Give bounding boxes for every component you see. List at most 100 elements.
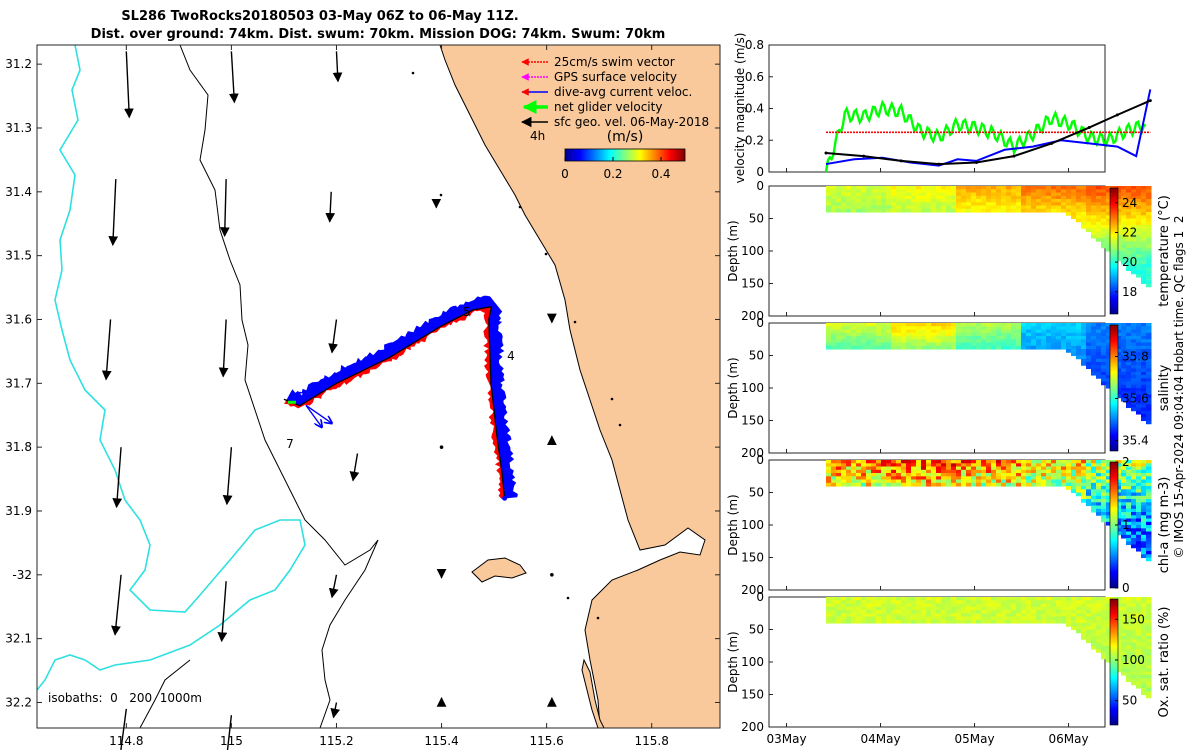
salinity-cell [1131, 323, 1137, 327]
temperature-cell [1001, 189, 1007, 194]
oxygen-cell [1036, 597, 1042, 601]
oxygen-cell [1116, 632, 1122, 637]
temperature-cell [911, 202, 917, 207]
temperature-cell [1101, 241, 1107, 246]
salinity-cell [851, 339, 857, 344]
oxygen-cell [856, 603, 862, 608]
salinity-cell [901, 336, 907, 340]
oxygen-ytick-label: 50 [749, 623, 764, 637]
chla-cell [896, 460, 902, 464]
salinity-cell [911, 323, 917, 327]
temperature-cell [1036, 186, 1042, 190]
temperature-cell [1091, 231, 1097, 236]
chla-cell [871, 460, 877, 464]
chla-cell [1141, 492, 1147, 497]
chla-cell [1141, 554, 1147, 559]
salinity-cell [996, 342, 1002, 347]
salinity-cell [1131, 371, 1137, 376]
temperature-cell [891, 189, 897, 194]
oxygen-cell [1026, 610, 1032, 614]
oxygen-cell [1066, 600, 1072, 605]
oxygen-cell [846, 600, 852, 605]
oxygen-cell [846, 613, 852, 618]
oxygen-cell [1101, 619, 1107, 624]
salinity-cell [1131, 329, 1137, 334]
chla-cell [996, 463, 1002, 468]
temperature-cell [1146, 189, 1152, 194]
oxygen-cell [1066, 616, 1072, 621]
salinity-cell [961, 323, 967, 327]
oxygen-cell [1101, 642, 1107, 647]
chla-cell [1026, 473, 1032, 477]
chla-cell [1066, 479, 1072, 484]
salinity-cell [996, 326, 1002, 331]
chla-cell [836, 479, 842, 484]
chla-cell [921, 479, 927, 484]
chla-cell [1056, 466, 1062, 471]
temperature-cell [1146, 215, 1152, 220]
salinity-cell [1026, 332, 1032, 337]
chla-cell [841, 466, 847, 471]
oxygen-cell [966, 606, 972, 611]
temperature-cell [1141, 247, 1147, 252]
temperature-cell [1001, 195, 1007, 200]
oxygen-cell [1126, 642, 1132, 647]
oxygen-cell [911, 613, 917, 618]
salinity-cell [951, 329, 957, 334]
salinity-cell [1126, 365, 1132, 370]
oxygen-cell [851, 613, 857, 618]
temperature-cell [1106, 186, 1112, 190]
salinity-cell [1101, 381, 1107, 386]
temperature-cell [971, 189, 977, 194]
oxygen-cell [866, 610, 872, 614]
temperature-cell [1066, 208, 1072, 213]
temperature-cell [1001, 202, 1007, 207]
temperature-cell [976, 208, 982, 213]
salinity-cell [1071, 329, 1077, 334]
salinity-cell [851, 323, 857, 327]
oxygen-cell [1106, 606, 1112, 611]
oxygen-cell [901, 603, 907, 608]
chla-cell [951, 482, 957, 487]
oxygen-cell [906, 616, 912, 621]
salinity-cell [1136, 391, 1142, 396]
chla-cell [1106, 508, 1112, 513]
temperature-cell [1091, 192, 1097, 197]
oxygen-cell [976, 616, 982, 621]
salinity-cell [1096, 339, 1102, 344]
geo-vector [120, 708, 128, 750]
temperature-cell [1141, 195, 1147, 200]
chla-cell [1091, 492, 1097, 497]
oxygen-cell [1021, 619, 1027, 624]
oxygen-cell [971, 616, 977, 621]
temperature-cell [1116, 238, 1122, 242]
oxygen-cell [1026, 616, 1032, 621]
chla-cell [1016, 460, 1022, 464]
temperature-cell [981, 189, 987, 194]
salinity-cell [1141, 381, 1147, 386]
oxygen-cell [1146, 603, 1152, 608]
salinity-cell [1041, 345, 1047, 350]
temperature-cell [911, 199, 917, 203]
oxygen-cell [881, 600, 887, 605]
map-xtick-label: 115.4 [424, 734, 458, 748]
oxygen-cell [1076, 623, 1082, 627]
temperature-cell [1011, 202, 1017, 207]
chla-cell [1046, 473, 1052, 477]
chla-cell [1071, 469, 1077, 474]
temperature-cell [951, 189, 957, 194]
oxygen-cell [831, 603, 837, 608]
temperature-cell [926, 199, 932, 203]
salinity-cell [826, 326, 832, 331]
temperature-cell [1146, 270, 1152, 275]
temperature-cell [1141, 186, 1147, 190]
temperature-cell [1061, 199, 1067, 203]
salinity-colorbar-label: 35.6 [1122, 392, 1149, 406]
chla-cell [1046, 469, 1052, 474]
salinity-cell [1091, 358, 1097, 363]
oxygen-cell [986, 616, 992, 621]
temperature-cell [1026, 186, 1032, 190]
chla-cell [1031, 476, 1037, 481]
temperature-cell [1091, 212, 1097, 216]
oxygen-cell [1026, 606, 1032, 611]
